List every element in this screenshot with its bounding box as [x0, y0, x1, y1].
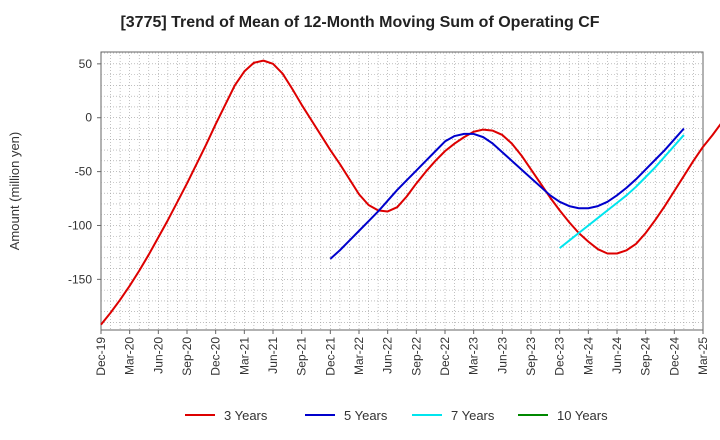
x-tick-label: Jun-20	[151, 337, 165, 374]
x-tick-label: Sep-22	[409, 337, 423, 376]
series-layer	[100, 59, 720, 326]
x-tick-label: Dec-21	[323, 337, 337, 376]
chart-title: [3775] Trend of Mean of 12-Month Moving …	[120, 14, 600, 31]
series-line-7-years	[559, 134, 685, 249]
x-tick-label: Mar-20	[123, 337, 137, 375]
legend: 3 Years 5 Years 7 Years 10 Years	[185, 408, 608, 423]
grid	[101, 52, 703, 330]
y-tick-label: -150	[68, 272, 92, 286]
x-axis: Dec-19 Mar-20 Jun-20 Sep-20 Dec-20 Mar-21 Jun-…	[94, 330, 710, 376]
y-tick-label: -50	[75, 165, 93, 179]
y-tick-label: -100	[68, 218, 92, 232]
series-line-5-years	[329, 127, 685, 260]
x-tick-label: Sep-24	[639, 337, 653, 376]
x-tick-label: Mar-21	[237, 337, 251, 375]
x-tick-label: Jun-24	[610, 337, 624, 374]
x-tick-label: Mar-24	[581, 337, 595, 375]
x-tick-label: Dec-22	[438, 337, 452, 376]
x-tick-label: Sep-21	[295, 337, 309, 376]
x-tick-label: Sep-20	[180, 337, 194, 376]
legend-item-7-years-label: 7 Years	[451, 408, 495, 423]
y-axis: 50 0 -50 -100 -150	[68, 57, 101, 286]
y-tick-label: 0	[85, 111, 92, 125]
y-tick-label: 50	[79, 57, 93, 71]
plot-frame	[100, 51, 704, 331]
x-tick-label: Dec-23	[553, 337, 567, 376]
x-tick-label: Jun-23	[495, 337, 509, 374]
legend-item-3-years-label: 3 Years	[224, 408, 268, 423]
x-tick-label: Dec-20	[209, 337, 223, 376]
x-tick-label: Jun-21	[266, 337, 280, 374]
x-tick-label: Dec-19	[94, 337, 108, 376]
x-tick-label: Mar-23	[467, 337, 481, 375]
x-tick-label: Mar-22	[352, 337, 366, 375]
x-tick-label: Dec-24	[667, 337, 681, 376]
series-line-3-years	[100, 59, 720, 326]
y-axis-label: Amount (million yen)	[7, 132, 22, 251]
legend-item-10-years-label: 10 Years	[557, 408, 608, 423]
x-tick-label: Jun-22	[381, 337, 395, 374]
x-tick-label: Sep-23	[524, 337, 538, 376]
x-tick-label: Mar-25	[696, 337, 710, 375]
legend-item-5-years-label: 5 Years	[344, 408, 388, 423]
